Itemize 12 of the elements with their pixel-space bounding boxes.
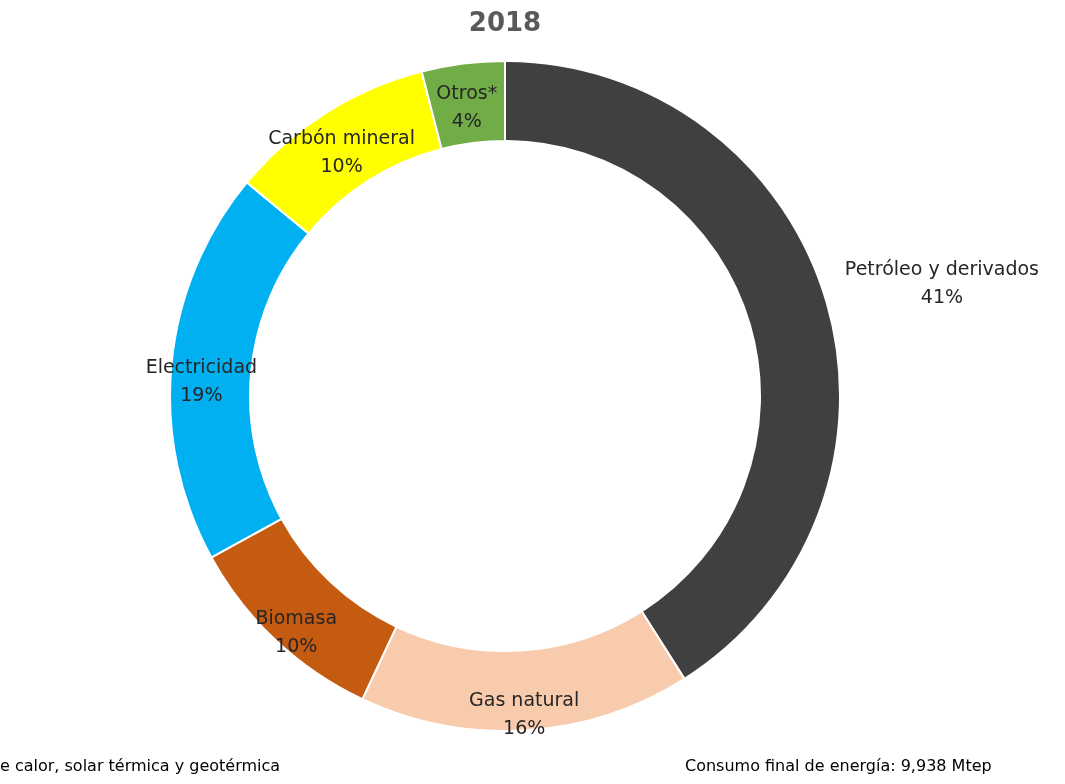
data-label: 41% xyxy=(920,285,964,308)
chart-title: 2018 xyxy=(468,7,542,37)
slice-label: Biomasa xyxy=(255,606,338,629)
data-label: 16% xyxy=(503,716,546,739)
data-label: 19% xyxy=(180,383,223,406)
text: Consumo final de energía: 9,938 Mtep xyxy=(685,756,992,775)
slice-label: Petróleo y derivados xyxy=(844,257,1040,280)
data-label: 10% xyxy=(320,154,363,177)
data-label: 4% xyxy=(451,109,482,132)
slice-label: Gas natural xyxy=(469,688,580,711)
slice-label: Otros* xyxy=(436,81,498,104)
text: e calor, solar térmica y geotérmica xyxy=(0,756,281,775)
